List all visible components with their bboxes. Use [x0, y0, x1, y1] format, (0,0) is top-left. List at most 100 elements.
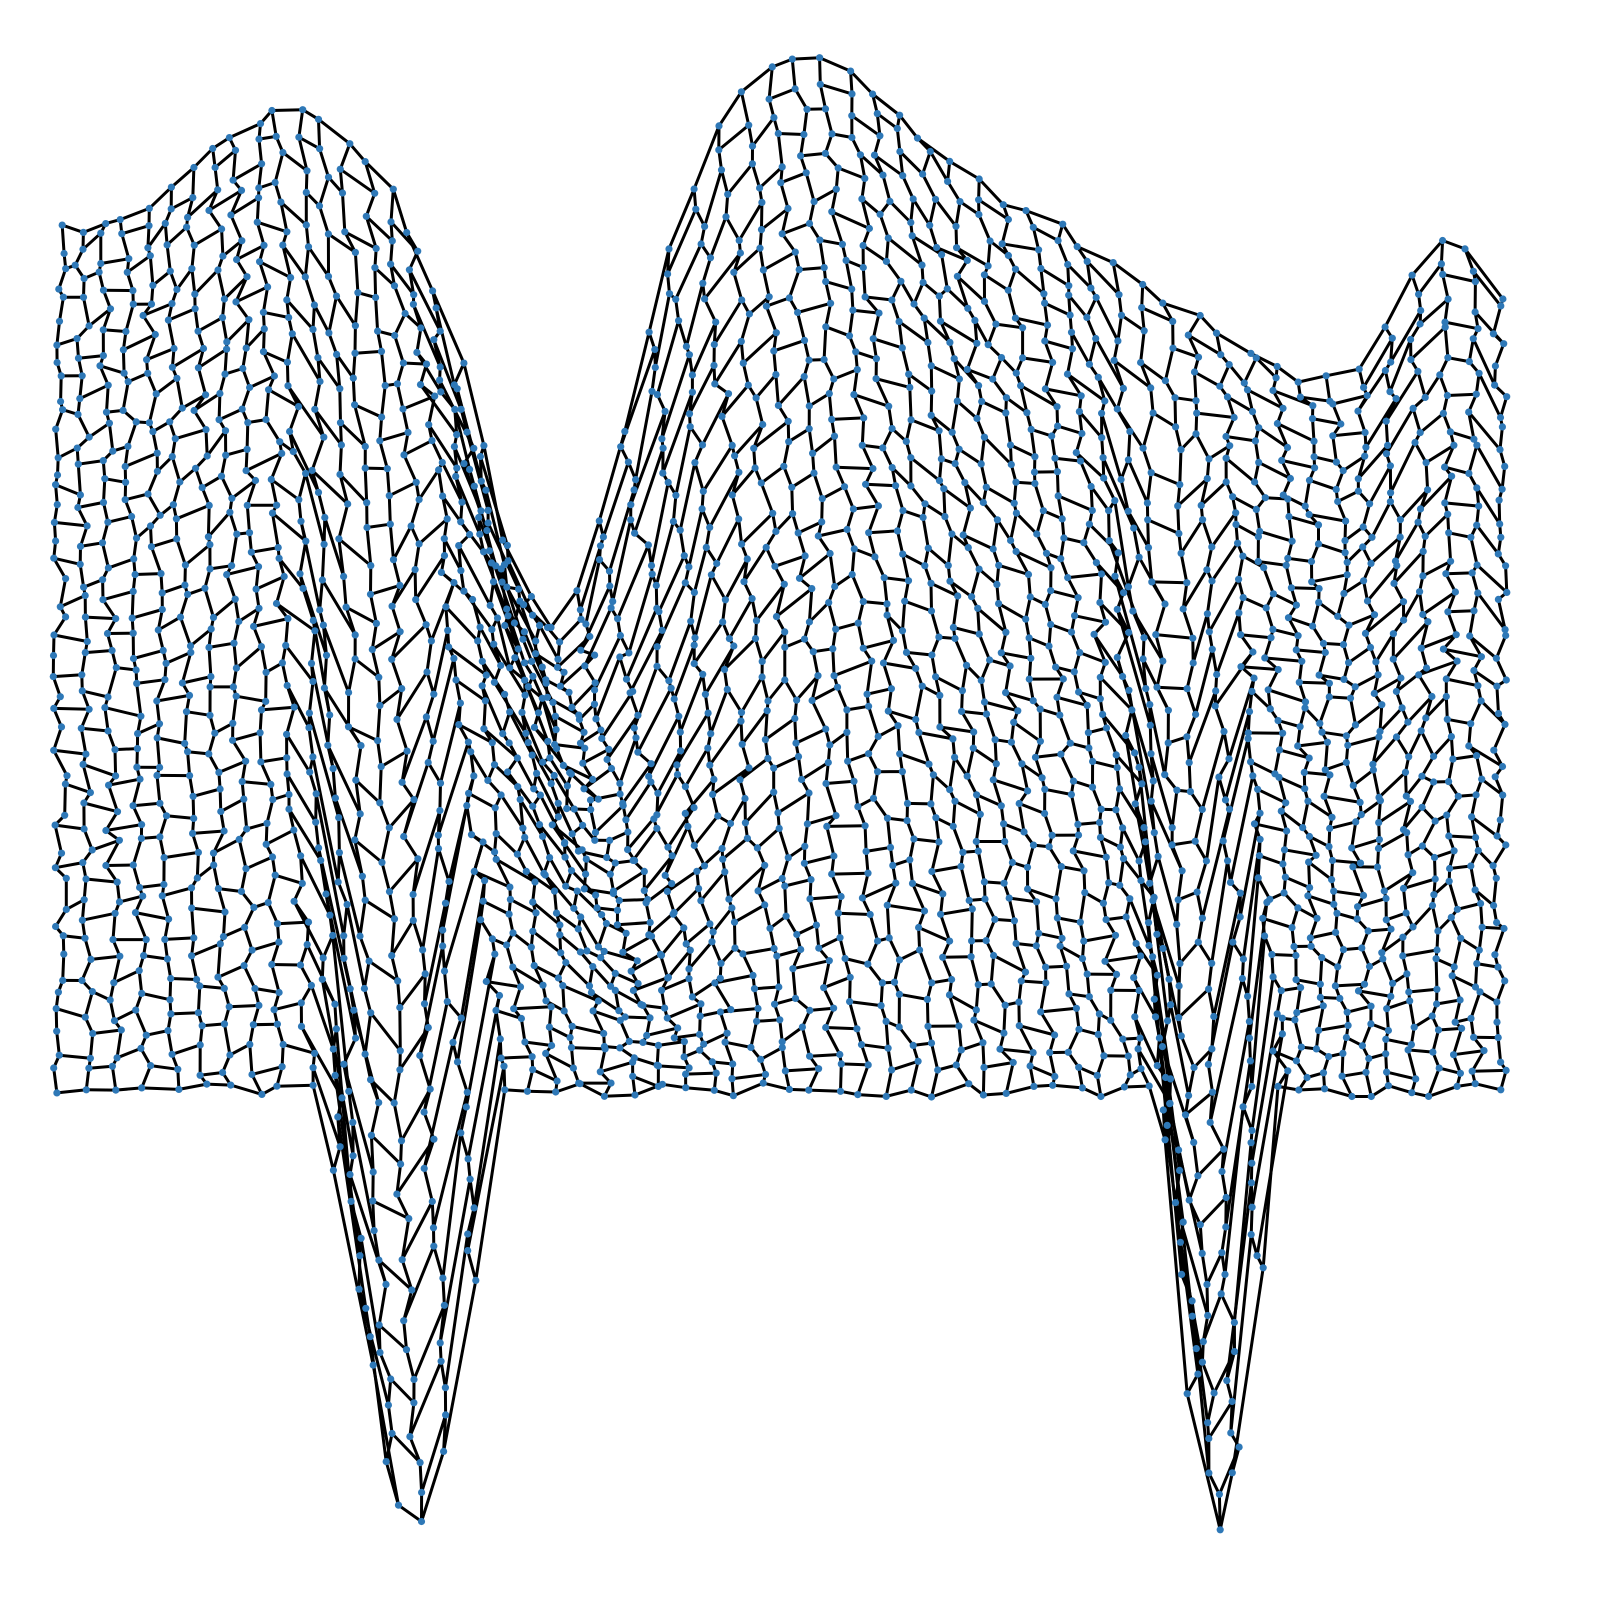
graph-edge — [212, 597, 237, 619]
graph-node — [101, 475, 109, 483]
graph-edge — [52, 520, 89, 528]
graph-edge — [1071, 849, 1086, 873]
graph-edge — [529, 595, 553, 629]
graph-edge — [208, 564, 234, 571]
graph-edge — [353, 838, 384, 864]
graph-edge — [369, 1011, 402, 1053]
graph-edge — [63, 782, 67, 817]
graph-edge — [780, 207, 790, 236]
graph-edge — [754, 396, 765, 426]
graph-edge — [948, 993, 978, 1012]
graph-edge — [1156, 854, 1179, 926]
graph-node — [85, 322, 93, 330]
graph-edge — [525, 1089, 558, 1094]
graph-edge — [88, 1032, 95, 1060]
graph-node — [822, 278, 830, 286]
graph-node — [60, 249, 68, 258]
graph-node — [529, 611, 537, 619]
graph-edge — [1411, 406, 1422, 435]
graph-node — [74, 354, 83, 362]
graph-node — [400, 451, 408, 459]
graph-edge — [1443, 325, 1450, 360]
graph-node — [1288, 537, 1296, 545]
graph-edge — [1104, 855, 1111, 885]
graph-edge — [884, 1088, 913, 1098]
graph-node — [238, 237, 246, 245]
graph-edge — [1017, 802, 1026, 834]
graph-edge — [422, 1000, 449, 1114]
graph-edge — [316, 356, 342, 391]
graph-edge — [81, 222, 108, 234]
graph-edge — [353, 291, 360, 328]
graph-edge — [443, 969, 449, 1004]
graph-edge — [1193, 808, 1204, 843]
graph-edge — [169, 166, 196, 189]
graph-edge — [1370, 500, 1392, 539]
graph-edge — [790, 56, 822, 61]
graph-node — [943, 285, 951, 293]
graph-edge — [244, 327, 266, 350]
graph-edge — [1262, 566, 1275, 596]
graph-edge — [250, 1073, 264, 1096]
graph-edge — [231, 694, 238, 725]
graph-node — [770, 347, 778, 355]
graph-edge — [142, 954, 169, 961]
graph-edge — [309, 983, 335, 1051]
graph-edge — [1191, 612, 1209, 665]
graph-edge — [467, 791, 497, 810]
graph-edge — [1419, 633, 1458, 650]
graph-node — [220, 295, 228, 303]
graph-edge — [301, 586, 315, 622]
graph-edge — [636, 686, 673, 754]
graph-edge — [378, 1351, 393, 1381]
graph-edge — [389, 262, 416, 297]
graph-edge — [217, 407, 244, 422]
graph-edge — [1185, 735, 1191, 765]
graph-node — [648, 570, 656, 578]
graph-edge — [132, 648, 165, 660]
graph-edge — [414, 554, 446, 602]
graph-edge — [867, 704, 880, 738]
graph-node — [519, 635, 527, 643]
graph-edge — [983, 700, 1020, 713]
graph-edge — [364, 214, 394, 243]
graph-node — [820, 356, 828, 364]
graph-edge — [445, 1000, 463, 1020]
graph-edge — [839, 1062, 843, 1093]
graph-edge — [83, 615, 89, 643]
graph-edge — [484, 952, 497, 983]
graph-edge — [313, 380, 322, 411]
graph-edge — [261, 285, 270, 314]
graph-node — [770, 114, 778, 122]
graph-edge — [1087, 522, 1120, 555]
graph-node — [314, 488, 323, 496]
graph-node — [1087, 284, 1095, 292]
graph-edge — [196, 366, 208, 397]
graph-node — [980, 297, 989, 305]
graph-edge — [725, 687, 743, 714]
graph-node — [383, 465, 391, 473]
graph-node — [715, 122, 723, 130]
graph-edge — [844, 258, 854, 291]
graph-edge — [333, 1073, 362, 1258]
graph-edge — [229, 1083, 264, 1096]
graph-edge — [917, 731, 931, 766]
graph-node — [648, 387, 656, 395]
graph-edge — [1445, 717, 1473, 726]
graph-edge — [1406, 1048, 1435, 1054]
graph-edge — [796, 520, 824, 535]
graph-edge — [628, 628, 664, 695]
graph-edge — [1148, 723, 1153, 756]
graph-edge — [1447, 531, 1473, 539]
graph-edge — [1266, 688, 1307, 704]
graph-node — [1124, 456, 1132, 464]
graph-node — [1269, 386, 1277, 395]
graph-edge — [281, 243, 293, 280]
graph-node — [59, 293, 67, 301]
graph-edge — [1186, 333, 1200, 359]
graph-edge — [982, 273, 1010, 292]
graph-edge — [261, 310, 291, 319]
graph-edge — [1139, 361, 1153, 390]
graph-node — [99, 286, 108, 294]
graph-edge — [264, 828, 296, 846]
